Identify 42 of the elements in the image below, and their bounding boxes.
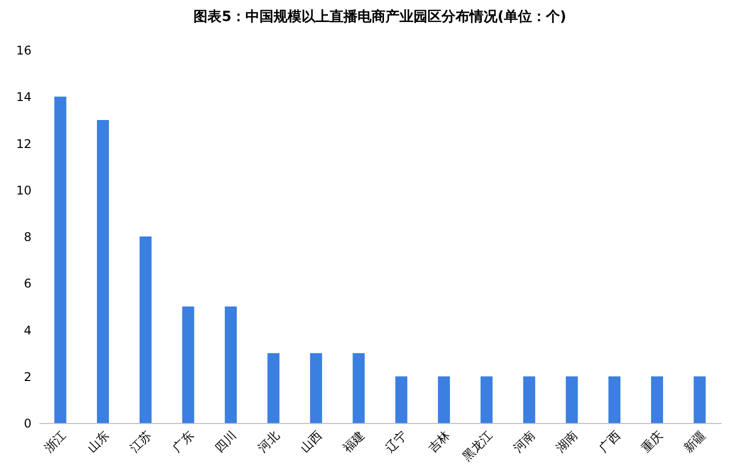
- x-tick-label: 河北: [255, 428, 282, 455]
- bar: [310, 353, 322, 423]
- y-tick-label: 10: [16, 183, 32, 198]
- y-tick-label: 4: [24, 323, 32, 338]
- bar: [694, 376, 706, 423]
- y-tick-label: 12: [16, 136, 32, 151]
- bar: [352, 353, 365, 423]
- bar: [480, 376, 493, 423]
- chart-title: 图表5：中国规模以上直播电商产业园区分布情况(单位：个): [194, 8, 566, 25]
- bar: [651, 376, 664, 423]
- x-tick-label: 广西: [596, 428, 623, 455]
- bar: [224, 306, 237, 423]
- x-tick-label: 新疆: [681, 428, 708, 455]
- x-tick-label: 广东: [170, 428, 197, 455]
- x-tick-label: 四川: [212, 428, 240, 455]
- bar: [523, 376, 536, 423]
- x-tick-label: 山东: [84, 428, 112, 455]
- x-tick-label: 河南: [510, 428, 538, 455]
- x-tick-label: 黑龙江: [460, 428, 496, 464]
- x-tick-label: 江苏: [127, 428, 154, 455]
- y-tick-label: 6: [24, 276, 32, 291]
- bar: [54, 96, 66, 423]
- bar: [140, 236, 152, 423]
- bar: [608, 376, 620, 423]
- y-tick-label: 2: [24, 370, 32, 384]
- x-tick-label: 山西: [298, 428, 325, 455]
- x-tick-label: 湖南: [553, 428, 580, 455]
- x-tick-label: 福建: [340, 428, 368, 455]
- x-tick-label: 辽宁: [382, 428, 410, 455]
- y-tick-label: 16: [16, 44, 32, 58]
- bar: [96, 120, 109, 423]
- x-tick-label: 吉林: [426, 428, 452, 455]
- bar: [395, 376, 408, 423]
- y-tick-label: 14: [16, 90, 32, 104]
- x-tick-label: 重庆: [638, 428, 666, 455]
- bar: [182, 306, 194, 423]
- bar: [566, 376, 578, 423]
- x-tick-label: 浙江: [42, 428, 69, 455]
- y-tick-label: 0: [24, 416, 32, 430]
- bar: [267, 353, 280, 423]
- bar: [438, 376, 450, 423]
- y-tick-label: 8: [24, 230, 32, 244]
